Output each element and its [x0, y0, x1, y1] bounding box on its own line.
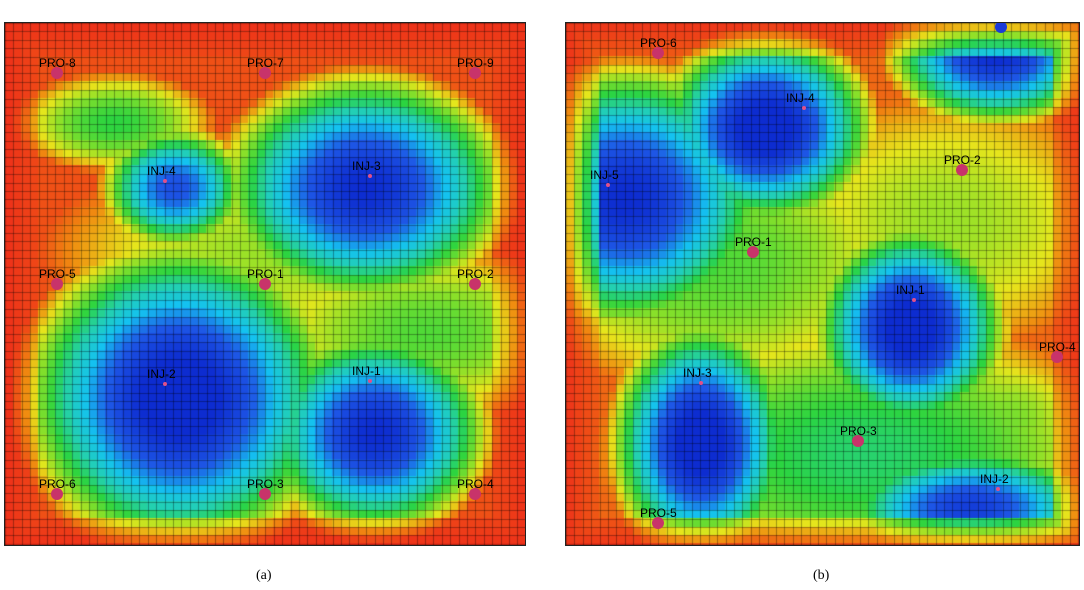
producer-well-icon [51, 278, 63, 290]
injector-well-icon [368, 379, 372, 383]
well-label: PRO-8 [39, 56, 76, 70]
well-label: PRO-4 [1039, 340, 1076, 354]
well-label: PRO-4 [457, 477, 494, 491]
well-label: PRO-2 [457, 267, 494, 281]
injector-well-icon [912, 298, 916, 302]
well-label: INJ-1 [896, 283, 925, 297]
caption-a: (a) [256, 568, 272, 583]
well-label: INJ-3 [683, 366, 712, 380]
injector-well-icon [802, 106, 806, 110]
well-label: INJ-2 [147, 367, 176, 381]
producer-well-icon [852, 435, 864, 447]
producer-well-icon [956, 164, 968, 176]
producer-well-icon [51, 488, 63, 500]
well-label: INJ-5 [590, 168, 619, 182]
well-label: INJ-6 [983, 22, 1012, 23]
injector-well-icon [995, 23, 1007, 33]
injector-well-icon [996, 487, 1000, 491]
injector-well-icon [606, 183, 610, 187]
producer-well-icon [469, 488, 481, 500]
well-label: INJ-1 [352, 364, 381, 378]
producer-well-icon [259, 67, 271, 79]
producer-well-icon [1051, 351, 1063, 363]
well-label: PRO-6 [39, 477, 76, 491]
well-label: PRO-7 [247, 56, 284, 70]
saturation-map-b: INJ-6 PRO-6 INJ-4 INJ-5 PRO-2 PRO-1 INJ-1 PRO-4… [565, 22, 1080, 546]
injector-well-icon [163, 179, 167, 183]
producer-well-icon [51, 67, 63, 79]
well-label: PRO-3 [247, 477, 284, 491]
well-label: INJ-3 [352, 159, 381, 173]
producer-well-icon [259, 278, 271, 290]
well-label: PRO-1 [735, 235, 772, 249]
well-label: PRO-2 [944, 153, 981, 167]
injector-well-icon [163, 382, 167, 386]
grid-heatmap-b [566, 23, 1079, 545]
producer-well-icon [469, 67, 481, 79]
producer-well-icon [259, 488, 271, 500]
well-label: PRO-9 [457, 56, 494, 70]
well-label: PRO-1 [247, 267, 284, 281]
well-label: PRO-5 [640, 506, 677, 520]
well-label: PRO-6 [640, 36, 677, 50]
injector-well-icon [699, 381, 703, 385]
saturation-map-a: PRO-8 PRO-7 PRO-9 INJ-4 INJ-3 PRO-5 PRO-1 PRO-2… [4, 22, 526, 546]
producer-well-icon [652, 517, 664, 529]
producer-well-icon [469, 278, 481, 290]
well-label: INJ-2 [980, 472, 1009, 486]
well-label: PRO-5 [39, 267, 76, 281]
well-label: INJ-4 [786, 91, 815, 105]
producer-well-icon [652, 47, 664, 59]
injector-well-icon [368, 174, 372, 178]
producer-well-icon [747, 246, 759, 258]
caption-b: (b) [813, 568, 830, 583]
well-label: PRO-3 [840, 424, 877, 438]
well-label: INJ-4 [147, 164, 176, 178]
